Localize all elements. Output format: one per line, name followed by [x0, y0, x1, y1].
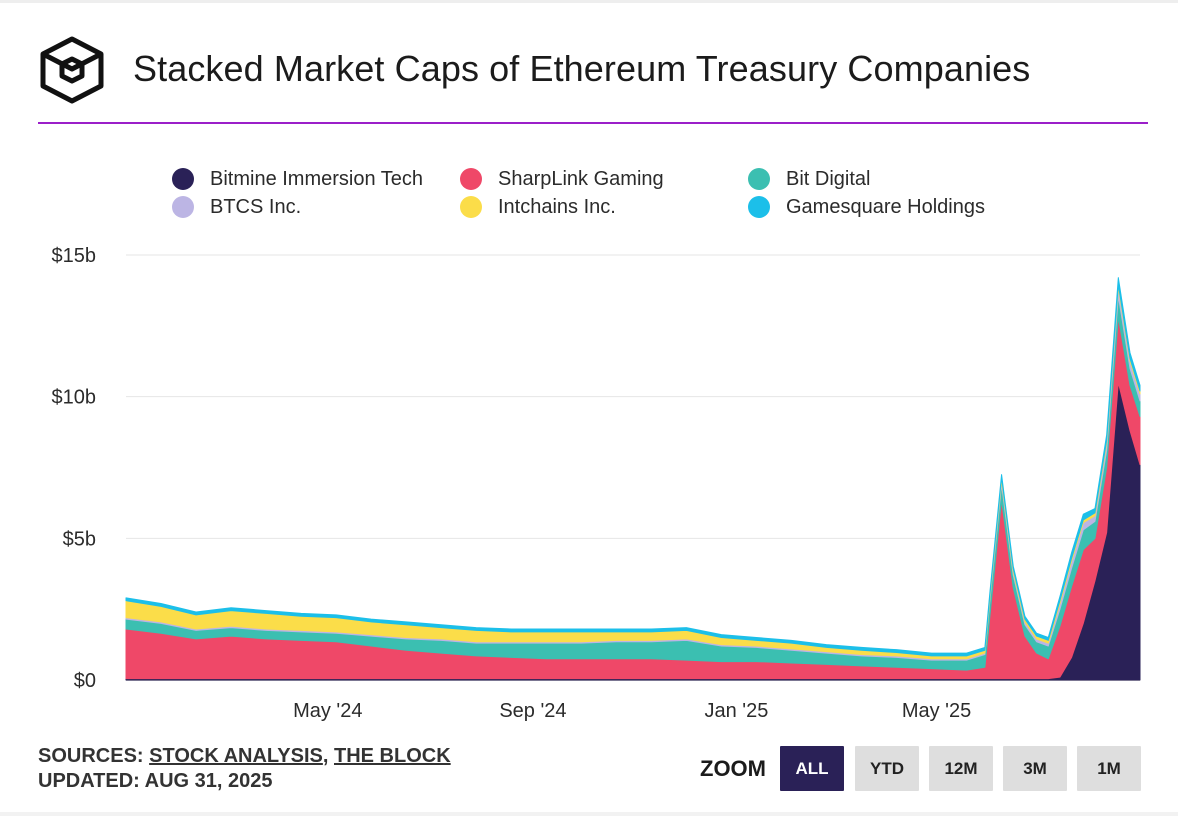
bottom-strip: [0, 812, 1178, 816]
y-tick-label: $15b: [52, 245, 97, 267]
the-block-logo-icon: [40, 36, 104, 104]
legend: Bitmine Immersion Tech SharpLink Gaming …: [172, 165, 1052, 225]
zoom-button-all[interactable]: ALL: [780, 746, 844, 791]
sources-prefix: SOURCES:: [38, 745, 150, 767]
series-area-gamesquare-holdings: [125, 277, 1141, 657]
zoom-button-12m[interactable]: 12M: [929, 746, 993, 791]
source-link-the-block[interactable]: THE BLOCK: [334, 745, 451, 767]
updated-date: UPDATED: AUG 31, 2025: [38, 770, 273, 792]
y-tick-label: $5b: [63, 528, 96, 550]
top-divider: [0, 0, 1178, 3]
legend-label: Bit Digital: [786, 167, 871, 190]
legend-label: Bitmine Immersion Tech: [210, 167, 424, 190]
legend-swatch: [172, 196, 194, 218]
source-link-stock-analysis[interactable]: STOCK ANALYSIS: [149, 745, 323, 767]
legend-label: BTCS Inc.: [210, 195, 302, 218]
sources-line: SOURCES: STOCK ANALYSIS, THE BLOCK: [38, 745, 451, 768]
legend-swatch: [748, 168, 770, 190]
legend-swatch: [748, 196, 770, 218]
x-tick-label: Jan '25: [704, 700, 768, 722]
x-tick-label: Sep '24: [499, 700, 566, 722]
y-tick-label: $10b: [52, 387, 97, 409]
x-tick-label: May '24: [293, 700, 362, 722]
legend-item-sharplink[interactable]: SharpLink Gaming: [460, 165, 664, 193]
legend-item-bit-digital[interactable]: Bit Digital: [748, 165, 870, 193]
series-area-btcs-inc: [125, 287, 1141, 661]
series-area-intchains-inc: [125, 284, 1141, 660]
legend-label: Intchains Inc.: [498, 195, 616, 218]
legend-swatch: [460, 196, 482, 218]
legend-item-btcs[interactable]: BTCS Inc.: [172, 193, 301, 221]
legend-item-intchains[interactable]: Intchains Inc.: [460, 193, 616, 221]
zoom-button-1m[interactable]: 1M: [1077, 746, 1141, 791]
zoom-button-3m[interactable]: 3M: [1003, 746, 1067, 791]
zoom-label: ZOOM: [700, 756, 766, 781]
legend-label: Gamesquare Holdings: [786, 195, 985, 218]
stacked-area-chart[interactable]: $0 $5b $10b $15b May '24 Sep '24 Jan '25 May '2…: [0, 230, 1178, 730]
zoom-button-ytd[interactable]: YTD: [855, 746, 919, 791]
legend-item-bitmine[interactable]: Bitmine Immersion Tech: [172, 165, 423, 193]
legend-swatch: [172, 168, 194, 190]
chart-title: Stacked Market Caps of Ethereum Treasury…: [133, 48, 1031, 89]
legend-item-gamesquare[interactable]: Gamesquare Holdings: [748, 193, 985, 221]
y-tick-label: $0: [74, 670, 96, 692]
legend-label: SharpLink Gaming: [498, 167, 664, 190]
sources-separator: ,: [322, 745, 334, 767]
title-divider: [38, 122, 1148, 124]
x-tick-label: May '25: [902, 700, 971, 722]
legend-swatch: [460, 168, 482, 190]
